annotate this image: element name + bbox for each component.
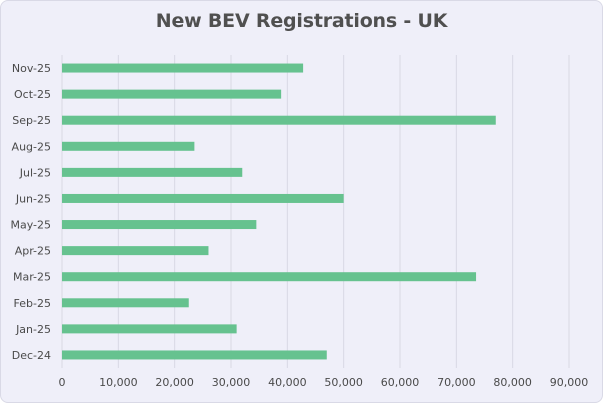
y-tick-label: Dec-24 xyxy=(12,349,51,362)
y-tick-label: Aug-25 xyxy=(12,140,51,153)
bar-dec-24 xyxy=(62,350,327,360)
y-tick-label: Feb-25 xyxy=(14,297,51,310)
bar-jul-25 xyxy=(62,167,243,177)
x-tick-label: 80,000 xyxy=(493,376,532,389)
gridlines xyxy=(61,55,570,368)
y-axis-labels: Dec-24 Jan-25 Feb-25 Mar-25 Apr-25 May-25 Jun-… xyxy=(10,62,51,362)
x-tick-label: 30,000 xyxy=(212,376,251,389)
y-tick-label: Jul-25 xyxy=(19,166,51,179)
x-tick-label: 10,000 xyxy=(99,376,138,389)
bar-aug-25 xyxy=(62,141,195,151)
bar-nov-25 xyxy=(62,63,304,73)
bar-feb-25 xyxy=(62,298,189,308)
x-tick-label: 70,000 xyxy=(437,376,476,389)
bar-mar-25 xyxy=(62,272,477,282)
bar-apr-25 xyxy=(62,246,209,256)
y-tick-label: Nov-25 xyxy=(12,62,51,75)
y-tick-label: Apr-25 xyxy=(15,245,51,258)
y-tick-label: May-25 xyxy=(10,219,51,232)
y-tick-label: Sep-25 xyxy=(12,114,51,127)
bar-jan-25 xyxy=(62,324,237,334)
x-tick-label: 20,000 xyxy=(155,376,194,389)
y-tick-label: Jun-25 xyxy=(15,192,51,205)
bars xyxy=(62,63,496,360)
x-axis-ticks: 0 10,000 20,000 30,000 40,000 50,000 60,000 70,… xyxy=(59,376,589,389)
bar-may-25 xyxy=(62,220,257,230)
y-tick-label: Oct-25 xyxy=(14,88,51,101)
x-tick-label: 90,000 xyxy=(550,376,589,389)
x-tick-label: 40,000 xyxy=(268,376,307,389)
y-tick-label: Mar-25 xyxy=(13,271,51,284)
x-tick-label: 50,000 xyxy=(324,376,363,389)
x-tick-label: 60,000 xyxy=(381,376,420,389)
x-tick-label: 0 xyxy=(59,376,66,389)
bar-oct-25 xyxy=(62,89,282,99)
chart-title: New BEV Registrations - UK xyxy=(155,10,448,32)
y-tick-label: Jan-25 xyxy=(15,323,51,336)
bar-sep-25 xyxy=(62,115,496,125)
bar-jun-25 xyxy=(62,193,344,203)
